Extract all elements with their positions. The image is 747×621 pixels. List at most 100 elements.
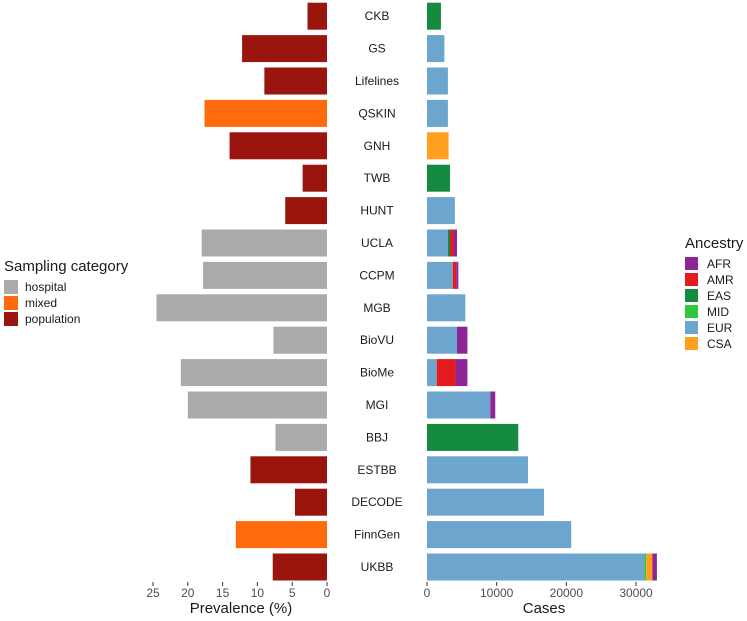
cases-bar-ccpm-eur (427, 261, 453, 289)
cohort-label-biome: BioMe (360, 366, 394, 380)
cases-tick-label: 0 (424, 586, 431, 600)
prevalence-bar-biome (180, 359, 327, 387)
legend-label-afr: AFR (707, 257, 731, 271)
prevalence-bar-qskin (204, 99, 327, 127)
sampling-legend-title: Sampling category (4, 258, 129, 275)
cases-bar-finngen-eur (427, 521, 572, 549)
prevalence-panel (156, 2, 327, 581)
cases-bar-ukbb-mid (644, 553, 647, 581)
cohort-label-twb: TWB (364, 171, 391, 185)
legend-key-eas (685, 289, 698, 302)
legend-label-eas: EAS (707, 289, 731, 303)
prevalence-bar-hunt (285, 197, 327, 225)
legend-label-amr: AMR (707, 273, 734, 287)
legend-key-mid (685, 305, 698, 318)
legend-label-mixed: mixed (25, 296, 57, 310)
cases-bar-bbj-eas (427, 423, 519, 451)
legend-key-population (4, 312, 18, 326)
cohort-label-qskin: QSKIN (358, 106, 395, 120)
cohort-label-decode: DECODE (351, 495, 402, 509)
prevalence-bar-mgb (156, 294, 327, 322)
cases-bar-ccpm-afr (456, 261, 459, 289)
cases-bar-ucla-eur (427, 229, 448, 257)
cases-bar-ckb-eas (427, 2, 441, 30)
prevalence-tick-label: 25 (146, 586, 160, 600)
legend-label-mid: MID (707, 305, 729, 319)
prevalence-axis-title: Prevalence (%) (190, 600, 293, 617)
cases-bar-twb-eas (427, 164, 450, 192)
cohort-label-bbj: BBJ (366, 430, 388, 444)
cases-axis-title: Cases (523, 600, 566, 617)
cases-bar-biome-amr (436, 359, 456, 387)
cases-tick-label: 30000 (619, 586, 653, 600)
cohort-label-estbb: ESTBB (357, 463, 396, 477)
cases-bar-biovu-afr (456, 326, 468, 354)
cases-bar-ukbb-csa (646, 553, 653, 581)
prevalence-tick-label: 20 (181, 586, 195, 600)
cases-bar-ukbb-eur (427, 553, 645, 581)
legend-label-hospital: hospital (25, 280, 66, 294)
prevalence-bar-decode (294, 488, 327, 516)
cases-bar-gs-eur (427, 35, 445, 63)
legend-key-amr (685, 273, 698, 286)
cohort-label-lifelines: Lifelines (355, 74, 399, 88)
prevalence-x-axis: 25 20 15 10 5 0 (146, 582, 331, 600)
prevalence-bar-ccpm (203, 261, 327, 289)
cohort-label-mgi: MGI (366, 398, 389, 412)
cases-bar-lifelines-eur (427, 67, 448, 95)
cohort-label-ckb: CKB (365, 9, 390, 23)
prevalence-bar-ucla (201, 229, 327, 257)
legend-label-csa: CSA (707, 337, 732, 351)
legend-label-population: population (25, 312, 80, 326)
prevalence-bar-gs (242, 35, 327, 63)
prevalence-bar-twb (302, 164, 327, 192)
legend-key-hospital (4, 280, 18, 294)
cases-bar-ucla-eas (447, 229, 450, 257)
legend-key-mixed (4, 296, 18, 310)
cohort-labels: CKB GS Lifelines QSKIN GNH TWB HUNT UCLA CCPM MGB… (351, 9, 402, 574)
cases-bar-gnh-csa (427, 132, 449, 160)
cohort-label-hunt: HUNT (360, 204, 394, 218)
cases-bar-ukbb-afr (652, 553, 657, 581)
prevalence-bar-ckb (307, 2, 327, 30)
legend-key-csa (685, 337, 698, 350)
cases-tick-label: 20000 (550, 586, 584, 600)
cases-bar-decode-eur (427, 488, 545, 516)
cases-bar-hunt-eur (427, 197, 455, 225)
prevalence-tick-label: 10 (251, 586, 265, 600)
prevalence-bar-mgi (187, 391, 327, 419)
prevalence-bar-lifelines (264, 67, 327, 95)
cases-x-axis: 0 10000 20000 30000 (424, 582, 653, 600)
legend-label-eur: EUR (707, 321, 733, 335)
prevalence-bar-biovu (273, 326, 327, 354)
cohort-label-mgb: MGB (363, 301, 390, 315)
prevalence-bar-finngen (235, 521, 327, 549)
prevalence-tick-label: 5 (289, 586, 296, 600)
prevalence-bar-gnh (229, 132, 327, 160)
cases-bar-biovu-eur (427, 326, 457, 354)
cases-bar-qskin-eur (427, 99, 448, 127)
cases-bar-ucla-afr (453, 229, 457, 257)
cohort-label-finngen: FinnGen (354, 528, 400, 542)
sampling-category-legend: Sampling category hospital mixed populatio… (4, 258, 129, 326)
ancestry-legend-title: Ancestry (685, 235, 744, 252)
cohort-label-biovu: BioVU (360, 333, 394, 347)
cohort-label-gnh: GNH (364, 139, 391, 153)
legend-key-afr (685, 257, 698, 270)
cohort-label-ccpm: CCPM (359, 268, 394, 282)
prevalence-bar-bbj (275, 423, 327, 451)
cases-bar-ccpm-amr (452, 261, 457, 289)
cases-bar-estbb-eur (427, 456, 529, 484)
legend-key-eur (685, 321, 698, 334)
cohort-label-gs: GS (368, 42, 385, 56)
prevalence-tick-label: 0 (324, 586, 331, 600)
cases-bar-biome-eur (427, 359, 437, 387)
cases-bar-mgi-eur (427, 391, 491, 419)
cases-bar-mgb-eur (427, 294, 466, 322)
cases-panel (427, 2, 657, 581)
cases-tick-label: 10000 (480, 586, 514, 600)
ancestry-legend: Ancestry AFR AMR EAS MID EUR CSA (685, 235, 744, 351)
cohort-label-ukbb: UKBB (361, 560, 394, 574)
cases-bar-biome-afr (455, 359, 468, 387)
